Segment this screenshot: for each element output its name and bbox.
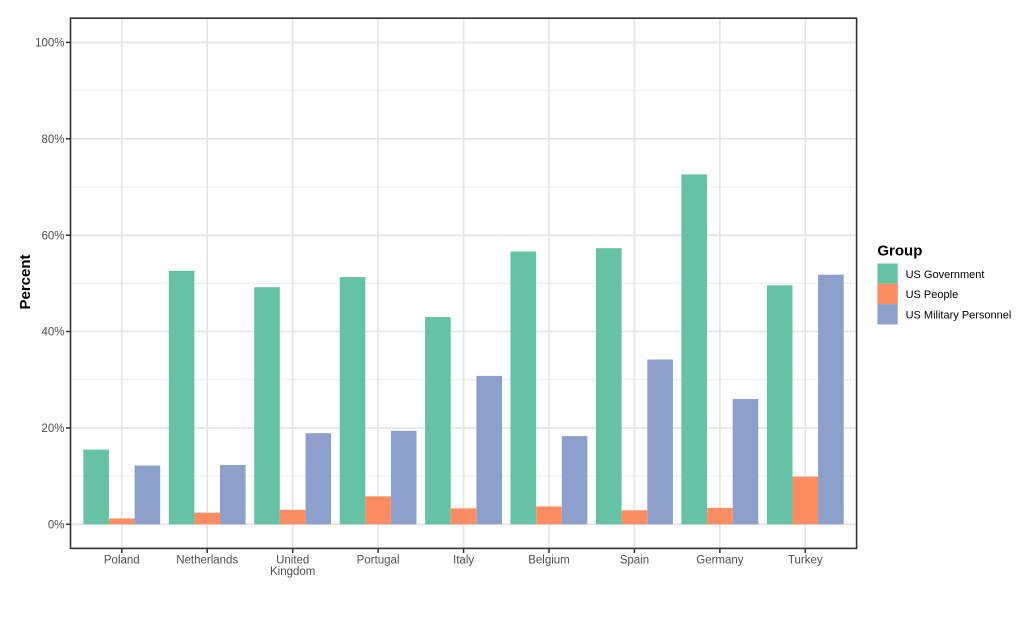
svg-text:40%: 40% <box>41 327 64 339</box>
svg-text:US Government: US Government <box>906 269 985 281</box>
svg-text:80%: 80% <box>41 134 64 146</box>
svg-text:Kingdom: Kingdom <box>270 566 315 578</box>
svg-text:20%: 20% <box>41 423 64 435</box>
svg-text:US People: US People <box>906 289 959 301</box>
svg-text:Spain: Spain <box>620 554 649 566</box>
svg-text:Group: Group <box>877 243 922 260</box>
svg-text:60%: 60% <box>41 230 64 242</box>
svg-text:Netherlands: Netherlands <box>176 554 238 566</box>
svg-text:US Military Personnel: US Military Personnel <box>906 309 1012 321</box>
svg-text:Turkey: Turkey <box>788 554 823 566</box>
svg-text:0%: 0% <box>48 520 65 532</box>
svg-text:Germany: Germany <box>696 554 744 566</box>
svg-text:100%: 100% <box>35 38 64 50</box>
svg-text:Belgium: Belgium <box>528 554 570 566</box>
svg-text:Italy: Italy <box>453 554 474 566</box>
svg-text:Portugal: Portugal <box>357 554 400 566</box>
svg-text:Percent: Percent <box>17 254 34 309</box>
svg-text:Poland: Poland <box>104 554 140 566</box>
svg-text:United: United <box>276 554 309 566</box>
